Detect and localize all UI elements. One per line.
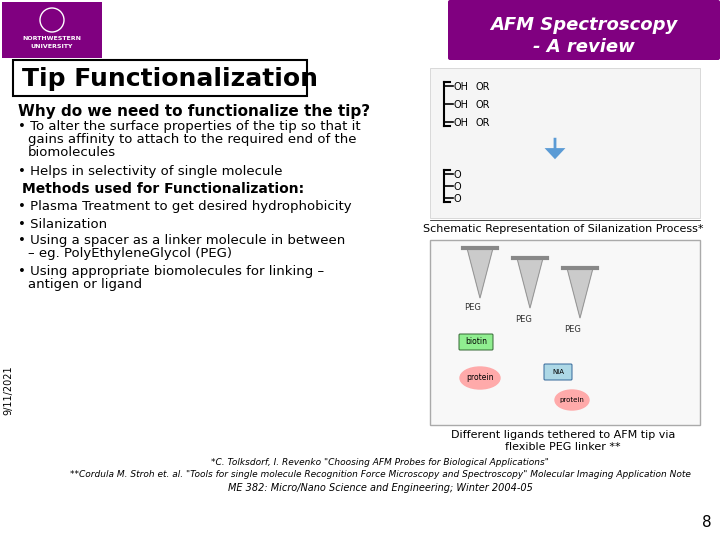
Text: PEG: PEG [515,315,532,324]
Text: biomolecules: biomolecules [28,146,116,159]
Text: • To alter the surface properties of the tip so that it: • To alter the surface properties of the… [18,120,361,133]
Bar [2,2,102,58]
Text: - A review: - A review [533,38,635,56]
Text: *C. Tolksdorf, I. Revenko "Choosing AFM Probes for Biological Applications": *C. Tolksdorf, I. Revenko "Choosing AFM … [211,458,549,467]
Text: 9/11/2021: 9/11/2021 [3,365,13,415]
Text: OH: OH [454,118,469,128]
Text: ME 382: Micro/Nano Science and Engineering; Winter 2004-05: ME 382: Micro/Nano Science and Engineeri… [228,483,532,493]
Text: protein: protein [467,374,494,382]
Text: O: O [454,194,462,204]
Text: O: O [454,182,462,192]
Text: NIA: NIA [552,369,564,375]
FancyBboxPatch shape [459,334,493,350]
Text: Methods used for Functionalization:: Methods used for Functionalization: [22,182,304,196]
Text: protein: protein [559,397,585,403]
FancyBboxPatch shape [13,60,307,96]
Text: – eg. PolyEthyleneGlycol (PEG): – eg. PolyEthyleneGlycol (PEG) [28,247,232,260]
Text: • Using a spacer as a linker molecule in between: • Using a spacer as a linker molecule in… [18,234,346,247]
Bar [430,240,700,425]
Polygon shape [467,248,493,298]
Text: OH: OH [454,100,469,110]
FancyBboxPatch shape [448,0,720,60]
Text: PEG: PEG [464,303,481,312]
Text: OR: OR [475,82,490,92]
Polygon shape [517,258,543,308]
Text: Why do we need to functionalize the tip?: Why do we need to functionalize the tip? [18,104,370,119]
Text: OR: OR [475,100,490,110]
Text: biotin: biotin [465,338,487,347]
Text: **Cordula M. Stroh et. al. "Tools for single molecule Recognition Force Microsco: **Cordula M. Stroh et. al. "Tools for si… [70,470,690,479]
Text: AFM Spectroscopy: AFM Spectroscopy [490,16,678,34]
Text: • Using appropriate biomolecules for linking –: • Using appropriate biomolecules for lin… [18,265,324,278]
Text: Different ligands tethered to AFM tip via
flexible PEG linker **: Different ligands tethered to AFM tip vi… [451,430,675,451]
Text: • Silanization: • Silanization [18,218,107,231]
Polygon shape [567,268,593,318]
Text: gains affinity to attach to the required end of the: gains affinity to attach to the required… [28,133,356,146]
Text: Tip Functionalization: Tip Functionalization [22,67,318,91]
Ellipse shape [555,390,589,410]
Text: OR: OR [475,118,490,128]
Text: 8: 8 [703,515,712,530]
Text: • Plasma Treatment to get desired hydrophobicity: • Plasma Treatment to get desired hydrop… [18,200,351,213]
Text: PEG: PEG [564,325,581,334]
FancyBboxPatch shape [544,364,572,380]
Text: NORTHWESTERN: NORTHWESTERN [22,36,81,41]
Bar [430,68,700,218]
Ellipse shape [460,367,500,389]
Text: Schematic Representation of Silanization Process*: Schematic Representation of Silanization… [423,224,703,234]
Text: OH: OH [454,82,469,92]
Text: • Helps in selectivity of single molecule: • Helps in selectivity of single molecul… [18,165,282,178]
Text: UNIVERSITY: UNIVERSITY [31,44,73,49]
Text: O: O [454,170,462,180]
Text: antigen or ligand: antigen or ligand [28,278,142,291]
